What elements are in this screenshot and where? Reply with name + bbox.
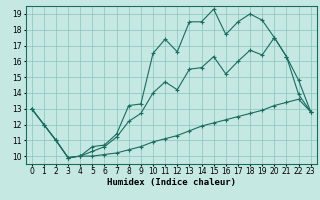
X-axis label: Humidex (Indice chaleur): Humidex (Indice chaleur) <box>107 178 236 187</box>
